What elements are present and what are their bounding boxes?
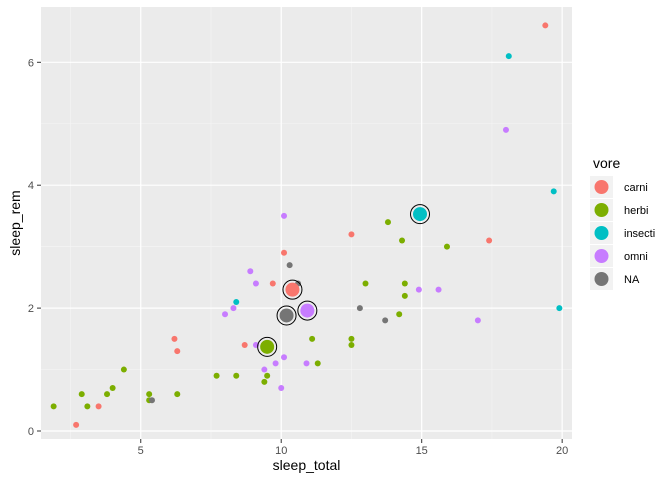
y-axis: 0 2 4 6	[28, 57, 41, 438]
legend-label-omni: omni	[624, 251, 648, 263]
data-point-herbi	[384, 219, 391, 226]
data-point-herbi	[146, 391, 153, 398]
x-axis: 5 10 15 20	[138, 439, 568, 457]
data-point-herbi	[109, 384, 116, 391]
legend-label-insecti: insecti	[624, 228, 655, 240]
y-tick-label: 2	[28, 303, 34, 315]
data-point-omni	[278, 384, 285, 391]
minor-gridlines	[41, 7, 572, 439]
data-point-omni	[415, 286, 422, 293]
legend-title: vore	[593, 155, 620, 171]
summary-point-herbi	[260, 339, 275, 354]
data-point-herbi	[348, 335, 355, 342]
data-point-carni	[95, 403, 102, 410]
legend: carni herbi insecti omni NA	[590, 176, 655, 290]
data-point-herbi	[174, 391, 181, 398]
x-tick-label: 20	[556, 445, 568, 457]
data-point-herbi	[213, 372, 220, 379]
summary-points	[257, 204, 431, 357]
summary-ring-herbi	[257, 336, 278, 357]
data-point-insecti	[233, 298, 240, 305]
data-point-carni	[348, 231, 355, 238]
y-axis-title: sleep_rem	[7, 190, 23, 255]
summary-point-insecti	[413, 207, 428, 222]
x-tick-label: 10	[275, 445, 287, 457]
data-point-carni	[269, 280, 276, 287]
y-tick-label: 4	[28, 180, 34, 192]
legend-swatch-insecti	[594, 226, 609, 240]
data-point-omni	[281, 212, 288, 219]
data-point-carni	[486, 237, 493, 244]
data-point-carni	[73, 421, 80, 428]
legend-label-na: NA	[624, 274, 640, 286]
data-points	[50, 22, 563, 428]
data-point-carni	[281, 249, 288, 256]
summary-ring-insecti	[410, 204, 431, 225]
data-point-herbi	[443, 243, 450, 250]
plot-panel	[41, 7, 572, 439]
summary-point-omni	[300, 303, 315, 318]
data-point-herbi	[348, 341, 355, 348]
data-point-insecti	[550, 188, 557, 195]
data-point-carni	[174, 348, 181, 355]
legend-swatch-carni	[594, 180, 609, 194]
y-tick-label: 0	[28, 426, 34, 438]
data-point-omni	[252, 280, 259, 287]
data-point-insecti	[556, 305, 563, 312]
data-point-herbi	[362, 280, 369, 287]
summary-point-carni	[285, 282, 300, 297]
data-point-herbi	[401, 280, 408, 287]
data-point-carni	[171, 335, 178, 342]
data-point-herbi	[399, 237, 406, 244]
data-point-herbi	[50, 403, 57, 410]
data-point-herbi	[84, 403, 91, 410]
summary-ring-na	[276, 305, 297, 326]
data-point-carni	[241, 341, 248, 348]
data-point-omni	[303, 360, 310, 367]
summary-ring-omni	[297, 300, 318, 321]
x-axis-title: sleep_total	[273, 457, 341, 473]
y-tick-label: 6	[28, 57, 34, 69]
data-point-na	[382, 317, 389, 324]
legend-label-herbi: herbi	[624, 205, 648, 217]
legend-swatch-herbi	[594, 203, 609, 217]
data-point-herbi	[314, 360, 321, 367]
legend-swatch-na	[594, 272, 609, 286]
data-point-na	[286, 262, 293, 269]
data-point-omni	[222, 311, 229, 318]
data-point-omni	[502, 126, 509, 133]
data-point-herbi	[233, 372, 240, 379]
data-point-na	[148, 397, 155, 404]
data-point-herbi	[309, 335, 316, 342]
data-point-omni	[435, 286, 442, 293]
data-point-omni	[247, 268, 254, 275]
data-point-carni	[542, 22, 549, 29]
data-point-insecti	[505, 53, 512, 60]
data-point-herbi	[264, 372, 271, 379]
data-point-herbi	[396, 311, 403, 318]
data-point-herbi	[261, 378, 268, 385]
x-tick-label: 5	[138, 445, 144, 457]
x-tick-label: 15	[416, 445, 428, 457]
data-point-omni	[272, 360, 279, 367]
data-point-omni	[261, 366, 268, 373]
data-point-herbi	[104, 391, 111, 398]
legend-label-carni: carni	[624, 182, 648, 194]
data-point-omni	[230, 305, 237, 312]
data-point-omni	[474, 317, 481, 324]
data-point-omni	[281, 354, 288, 361]
legend-swatch-omni	[594, 249, 609, 263]
data-point-herbi	[401, 292, 408, 299]
data-point-herbi	[78, 391, 85, 398]
summary-ring-carni	[282, 279, 303, 300]
data-point-herbi	[120, 366, 127, 373]
summary-point-na	[279, 308, 294, 323]
data-point-na	[356, 305, 363, 312]
